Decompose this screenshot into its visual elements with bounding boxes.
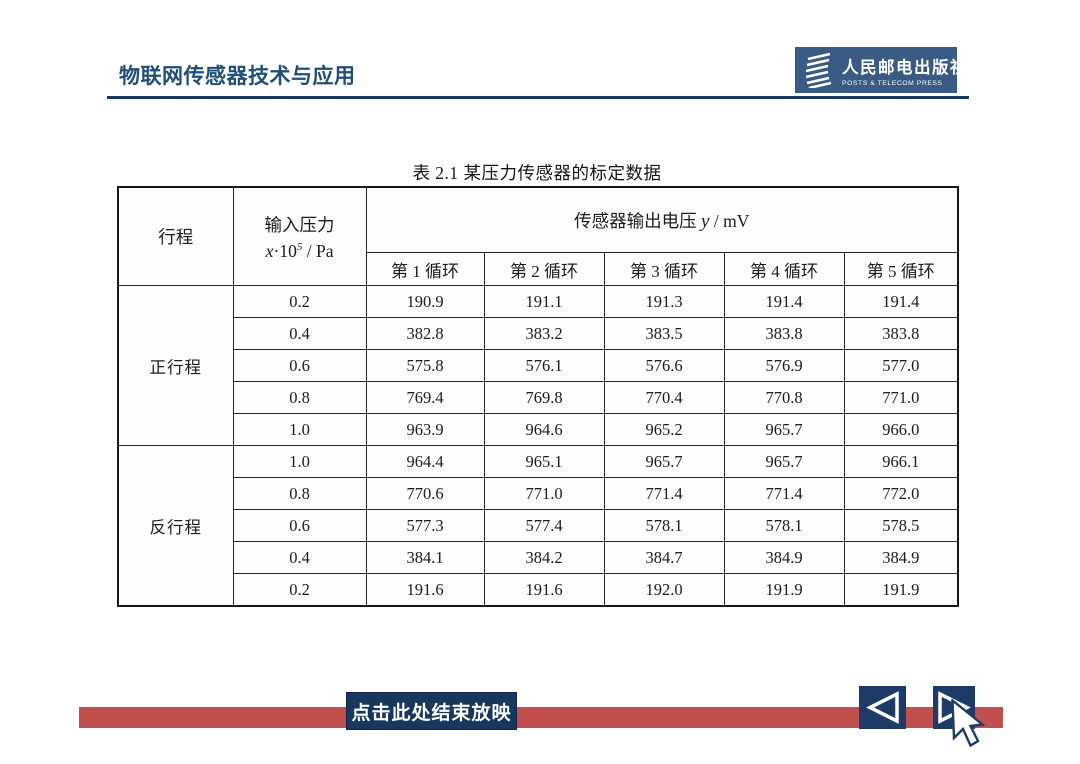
value-cell: 772.0	[843, 477, 959, 510]
value-cell: 190.9	[365, 285, 485, 318]
value-cell: 770.4	[603, 381, 725, 414]
value-cell: 576.6	[603, 349, 725, 382]
value-cell: 965.7	[723, 413, 845, 446]
value-cell: 384.9	[723, 541, 845, 574]
calibration-table: 行程 输入压力 x·105 / Pa 传感器输出电压 y / mV 第 1 循环…	[117, 186, 960, 607]
cycle-5-header: 第 5 循环	[843, 252, 959, 286]
stroke-column-header: 行程	[117, 186, 234, 286]
value-cell: 771.0	[483, 477, 605, 510]
cycle-1-header: 第 1 循环	[365, 252, 485, 286]
cycle-4-header: 第 4 循环	[723, 252, 845, 286]
value-cell: 965.2	[603, 413, 725, 446]
value-cell: 771.4	[603, 477, 725, 510]
table-row: 0.6 575.8 576.1 576.6 576.9 577.0	[118, 349, 959, 382]
value-cell: 771.0	[843, 381, 959, 414]
pressure-cell: 1.0	[232, 445, 367, 478]
table-row: 0.4 382.8 383.2 383.5 383.8 383.8	[118, 317, 959, 350]
value-cell: 966.1	[843, 445, 959, 478]
value-cell: 578.1	[723, 509, 845, 542]
value-cell: 384.7	[603, 541, 725, 574]
section-label-forward: 正行程	[117, 285, 234, 446]
table-row: 0.8 770.6 771.0 771.4 771.4 772.0	[118, 477, 959, 510]
header-divider	[107, 96, 969, 99]
value-cell: 383.2	[483, 317, 605, 350]
value-cell: 578.5	[843, 509, 959, 542]
section-label-reverse: 反行程	[117, 445, 234, 607]
pressure-cell: 0.4	[232, 317, 367, 350]
prev-slide-button[interactable]	[859, 686, 906, 729]
pressure-cell: 0.4	[232, 541, 367, 574]
book-title: 物联网传感器技术与应用	[119, 65, 356, 88]
pressure-cell: 0.8	[232, 477, 367, 510]
value-cell: 963.9	[365, 413, 485, 446]
value-cell: 382.8	[365, 317, 485, 350]
value-cell: 577.4	[483, 509, 605, 542]
table-row: 0.2 191.6 191.6 192.0 191.9 191.9	[118, 573, 959, 607]
value-cell: 384.2	[483, 541, 605, 574]
cycle-2-header: 第 2 循环	[483, 252, 605, 286]
value-cell: 577.3	[365, 509, 485, 542]
publisher-logo: 人民邮电出版社 POSTS & TELECOM PRESS	[795, 47, 967, 93]
pressure-cell: 0.6	[232, 509, 367, 542]
value-cell: 191.3	[603, 285, 725, 318]
value-cell: 965.7	[723, 445, 845, 478]
table-caption: 表 2.1 某压力传感器的标定数据	[412, 163, 662, 183]
value-cell: 192.0	[603, 573, 725, 607]
value-cell: 577.0	[843, 349, 959, 382]
pressure-column-header: 输入压力 x·105 / Pa	[232, 186, 367, 286]
cycle-header-row: 第 1 循环 第 2 循环 第 3 循环 第 4 循环 第 5 循环	[118, 252, 959, 286]
value-cell: 191.9	[723, 573, 845, 607]
value-cell: 964.6	[483, 413, 605, 446]
value-cell: 384.1	[365, 541, 485, 574]
value-cell: 191.6	[365, 573, 485, 607]
pressure-formula: x·105 / Pa	[265, 240, 334, 261]
value-cell: 384.9	[843, 541, 959, 574]
value-cell: 383.8	[723, 317, 845, 350]
pressure-cell: 0.8	[232, 381, 367, 414]
value-cell: 965.7	[603, 445, 725, 478]
table-row: 0.4 384.1 384.2 384.7 384.9 384.9	[118, 541, 959, 574]
value-cell: 191.1	[483, 285, 605, 318]
value-cell: 576.9	[723, 349, 845, 382]
value-cell: 770.8	[723, 381, 845, 414]
pressure-cell: 0.2	[232, 285, 367, 318]
table-row: 1.0 963.9 964.6 965.2 965.7 966.0	[118, 413, 959, 446]
output-voltage-group-header: 传感器输出电压 y / mV	[365, 186, 959, 253]
value-cell: 191.4	[843, 285, 959, 318]
table-row: 0.8 769.4 769.8 770.4 770.8 771.0	[118, 381, 959, 414]
end-slideshow-button[interactable]: 点击此处结束放映	[346, 692, 517, 730]
value-cell: 191.9	[843, 573, 959, 607]
left-triangle-icon	[865, 691, 899, 724]
value-cell: 575.8	[365, 349, 485, 382]
table-row: 0.6 577.3 577.4 578.1 578.1 578.5	[118, 509, 959, 542]
value-cell: 191.4	[723, 285, 845, 318]
publisher-name-en: POSTS & TELECOM PRESS	[842, 79, 943, 87]
publisher-name-cn: 人民邮电出版社	[842, 57, 968, 77]
value-cell: 383.5	[603, 317, 725, 350]
value-cell: 966.0	[843, 413, 959, 446]
value-cell: 769.8	[483, 381, 605, 414]
publisher-logo-icon	[805, 52, 832, 88]
pressure-cell: 0.6	[232, 349, 367, 382]
pressure-cell: 0.2	[232, 573, 367, 607]
value-cell: 964.4	[365, 445, 485, 478]
pressure-label: 输入压力	[264, 214, 335, 235]
cycle-3-header: 第 3 循环	[603, 252, 725, 286]
value-cell: 383.8	[843, 317, 959, 350]
table-header-row: 行程 输入压力 x·105 / Pa 传感器输出电压 y / mV	[117, 186, 959, 286]
value-cell: 578.1	[603, 509, 725, 542]
value-cell: 191.6	[483, 573, 605, 607]
value-cell: 576.1	[483, 349, 605, 382]
pressure-cell: 1.0	[232, 413, 367, 446]
value-cell: 770.6	[365, 477, 485, 510]
footer-accent-bar	[79, 707, 1003, 728]
value-cell: 769.4	[365, 381, 485, 414]
table-row: 反行程 1.0 964.4 965.1 965.7 965.7 966.1	[117, 445, 959, 607]
value-cell: 771.4	[723, 477, 845, 510]
table-row: 正行程 0.2 190.9 191.1 191.3 191.4 191.4	[117, 285, 959, 446]
value-cell: 965.1	[483, 445, 605, 478]
mouse-cursor	[951, 699, 986, 748]
